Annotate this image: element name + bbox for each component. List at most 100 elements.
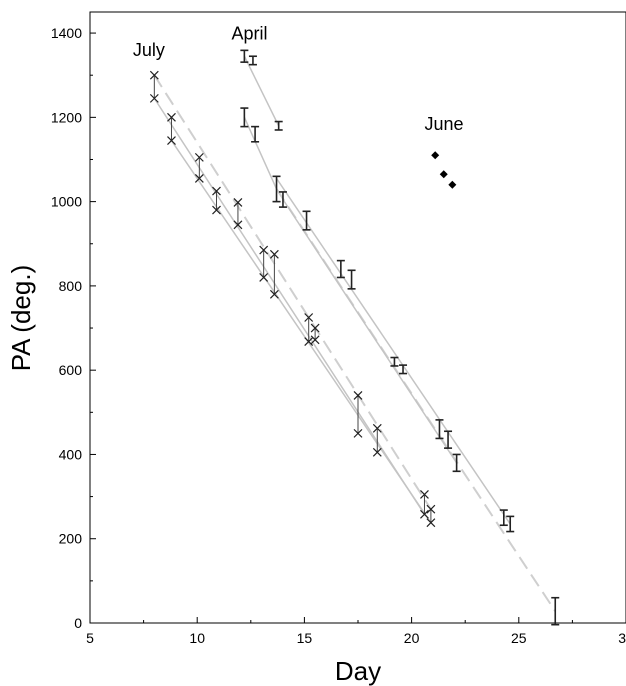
july-point	[149, 93, 159, 103]
fit-line-april	[243, 55, 280, 127]
april-point	[274, 120, 283, 131]
fit-line-july	[153, 74, 432, 510]
series-label-july: July	[133, 40, 165, 60]
april-point	[390, 356, 399, 367]
series-label-june: June	[424, 114, 463, 134]
y-axis-title: PA (deg.)	[6, 265, 36, 371]
april-point	[248, 55, 257, 66]
y-tick-label: 600	[59, 362, 83, 378]
x-marker-stroke	[310, 323, 320, 333]
july-point	[233, 220, 243, 230]
july-point	[372, 423, 382, 433]
x-marker-stroke	[304, 313, 314, 322]
y-tick-label: 1000	[51, 194, 82, 210]
x-tick-label: 20	[404, 630, 420, 646]
x-tick-label: 15	[297, 630, 313, 646]
plot-frame	[89, 11, 626, 624]
series-label-april: April	[232, 23, 268, 43]
x-marker-stroke	[420, 509, 429, 519]
april-point	[278, 191, 287, 208]
july-point	[304, 337, 314, 346]
axes: 5 10 15 20 25 30 0 200 400 600 800 1000 1200 1400	[51, 25, 626, 646]
july-point	[304, 313, 314, 322]
x-marker-stroke	[212, 205, 221, 215]
y-tick-label: 1400	[51, 25, 82, 41]
fit-lines	[153, 55, 557, 612]
y-tick-label: 1200	[51, 109, 82, 125]
april-point	[551, 596, 560, 626]
x-marker-stroke	[233, 220, 243, 230]
x-marker-stroke	[372, 423, 382, 433]
april-point	[336, 259, 345, 279]
x-marker-stroke	[353, 391, 363, 400]
series-labels: July April June	[133, 23, 464, 134]
x-tick-label: 5	[86, 630, 94, 646]
july-point	[426, 518, 436, 528]
july-point	[372, 447, 382, 457]
july-point	[212, 205, 221, 215]
july-point	[426, 504, 436, 514]
july-point	[167, 112, 176, 122]
july-point	[353, 428, 363, 438]
fit-line-april	[282, 199, 458, 464]
y-tick-label: 800	[59, 278, 83, 294]
x-tick-label: 10	[189, 630, 205, 646]
y-tick-label: 0	[74, 615, 82, 631]
july-point	[259, 245, 269, 255]
y-tick-label: 200	[59, 531, 83, 547]
x-marker-stroke	[167, 136, 176, 145]
july-point	[167, 136, 176, 145]
x-tick-label: 30	[618, 630, 626, 646]
june-point	[448, 180, 457, 189]
x-marker-stroke	[149, 93, 159, 103]
x-marker-stroke	[259, 245, 269, 255]
x-marker-stroke	[426, 504, 436, 514]
june-point	[431, 151, 440, 160]
x-marker-stroke	[212, 186, 221, 196]
april-point	[435, 419, 444, 440]
april-point	[452, 453, 461, 473]
x-marker-stroke	[426, 518, 436, 528]
x-marker-stroke	[194, 174, 204, 183]
x-marker-stroke	[149, 70, 159, 80]
july-point	[149, 70, 159, 80]
april-point	[240, 107, 249, 128]
x-marker-stroke	[167, 112, 176, 122]
june-point	[439, 170, 448, 179]
july-point	[310, 335, 320, 345]
x-axis-title: Day	[335, 656, 381, 686]
july-point	[420, 490, 429, 499]
july-point	[269, 289, 279, 299]
x-marker-stroke	[353, 428, 363, 438]
x-marker-stroke	[310, 335, 320, 345]
x-marker-stroke	[372, 447, 382, 457]
july-point	[194, 174, 204, 183]
july-point	[310, 323, 320, 333]
april-point	[347, 269, 356, 290]
july-point	[233, 198, 243, 207]
april-point	[506, 515, 515, 533]
x-marker-stroke	[259, 273, 269, 282]
x-marker-stroke	[194, 152, 204, 162]
july-point	[420, 509, 429, 519]
data-marks	[149, 49, 560, 626]
july-point	[259, 273, 269, 282]
july-point	[353, 391, 363, 400]
x-marker-stroke	[269, 249, 279, 259]
y-tick-label: 400	[59, 446, 83, 462]
april-point	[240, 49, 249, 63]
x-marker-stroke	[304, 337, 314, 346]
april-point	[444, 430, 453, 449]
fit-line-july	[170, 140, 432, 524]
april-point	[499, 509, 508, 527]
fit-line-april	[243, 117, 278, 190]
fit-line-april	[275, 178, 511, 525]
july-point	[194, 152, 204, 162]
x-marker-stroke	[420, 490, 429, 499]
april-point	[399, 364, 408, 375]
x-tick-label: 25	[511, 630, 527, 646]
april-point	[302, 210, 311, 231]
april-point	[251, 125, 260, 143]
x-marker-stroke	[269, 289, 279, 299]
